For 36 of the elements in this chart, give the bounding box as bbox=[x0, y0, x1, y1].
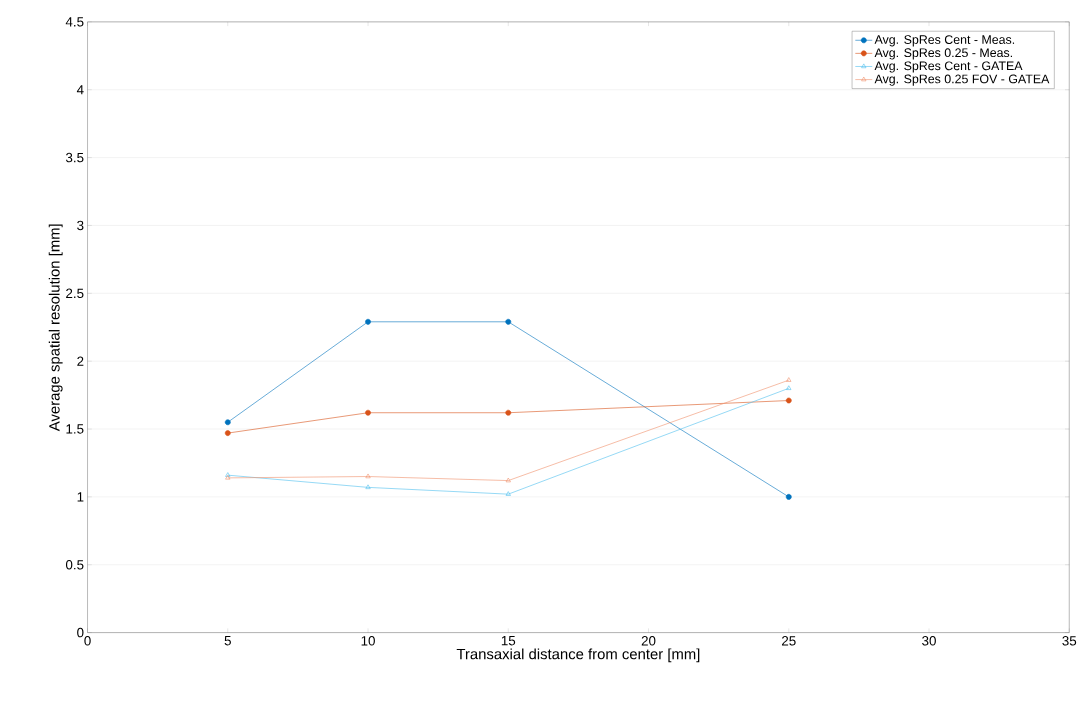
y-tick-label: 0.5 bbox=[65, 559, 84, 570]
y-tick-label: 3 bbox=[77, 220, 84, 231]
legend-label: Avg. SpRes 0.25 - Meas. bbox=[874, 48, 1012, 60]
point bbox=[365, 409, 371, 416]
y-tick-label: 1.5 bbox=[66, 424, 84, 434]
y-tick-label: 1 bbox=[77, 492, 84, 502]
point bbox=[505, 491, 511, 496]
x-tick-label: 35 bbox=[1062, 636, 1077, 646]
point bbox=[365, 473, 371, 479]
point bbox=[785, 493, 792, 500]
x-tick-label: 0 bbox=[84, 636, 91, 646]
point bbox=[224, 419, 231, 426]
point bbox=[505, 318, 512, 325]
x-tick-label: 10 bbox=[361, 636, 375, 646]
point bbox=[365, 484, 371, 489]
x-tick-label: 5 bbox=[224, 636, 231, 646]
x-tick-label: 25 bbox=[782, 636, 796, 646]
legend-label: Avg. SpRes 0.25 FOV - GATEA bbox=[874, 74, 1050, 86]
x-tick-label: 20 bbox=[641, 636, 656, 646]
legend-label: Avg. SpRes Cent - GATEA bbox=[874, 61, 1023, 73]
x-tick-label: 15 bbox=[501, 636, 516, 646]
point bbox=[505, 409, 512, 416]
point bbox=[365, 318, 371, 325]
point bbox=[785, 397, 792, 404]
y-tick-label: 2 bbox=[77, 356, 84, 366]
x-axis-title: Transaxial distance from center [mm] bbox=[456, 648, 700, 663]
x-tick-label: 30 bbox=[922, 636, 936, 646]
y-tick-label: 3.5 bbox=[65, 152, 84, 163]
point bbox=[224, 430, 231, 436]
y-tick-label: 2.5 bbox=[66, 288, 84, 298]
point bbox=[505, 477, 511, 483]
y-axis-title: Average spatial resolution [mm] bbox=[48, 224, 63, 432]
y-tick-label: 4.5 bbox=[65, 17, 84, 27]
legend-label: Avg. SpRes Cent - Meas. bbox=[874, 35, 1015, 47]
y-tick-label: 0 bbox=[77, 627, 84, 638]
y-tick-label: 4 bbox=[76, 85, 84, 95]
